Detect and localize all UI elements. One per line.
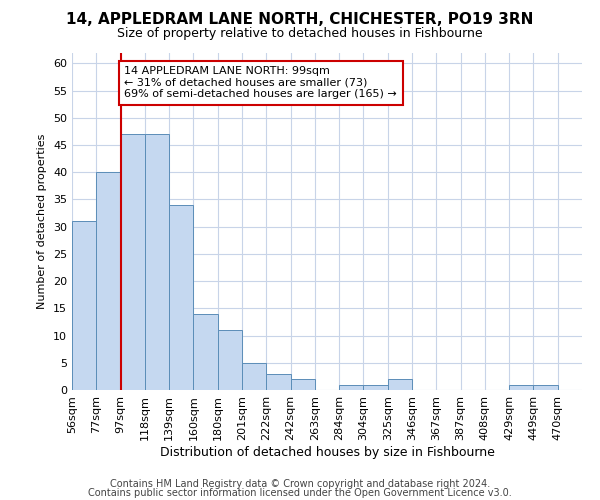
Bar <box>388 379 412 390</box>
Bar <box>533 384 558 390</box>
Bar <box>218 330 242 390</box>
Bar <box>290 379 315 390</box>
Bar <box>169 205 193 390</box>
Y-axis label: Number of detached properties: Number of detached properties <box>37 134 47 309</box>
Text: Contains public sector information licensed under the Open Government Licence v3: Contains public sector information licen… <box>88 488 512 498</box>
Bar <box>509 384 533 390</box>
Text: Size of property relative to detached houses in Fishbourne: Size of property relative to detached ho… <box>117 28 483 40</box>
Bar <box>242 363 266 390</box>
Bar <box>145 134 169 390</box>
Bar <box>72 221 96 390</box>
Text: Contains HM Land Registry data © Crown copyright and database right 2024.: Contains HM Land Registry data © Crown c… <box>110 479 490 489</box>
Bar <box>96 172 121 390</box>
Text: 14 APPLEDRAM LANE NORTH: 99sqm
← 31% of detached houses are smaller (73)
69% of : 14 APPLEDRAM LANE NORTH: 99sqm ← 31% of … <box>124 66 397 100</box>
Bar <box>364 384 388 390</box>
Bar <box>339 384 364 390</box>
Text: 14, APPLEDRAM LANE NORTH, CHICHESTER, PO19 3RN: 14, APPLEDRAM LANE NORTH, CHICHESTER, PO… <box>67 12 533 28</box>
Bar <box>121 134 145 390</box>
X-axis label: Distribution of detached houses by size in Fishbourne: Distribution of detached houses by size … <box>160 446 494 458</box>
Bar <box>266 374 290 390</box>
Bar <box>193 314 218 390</box>
